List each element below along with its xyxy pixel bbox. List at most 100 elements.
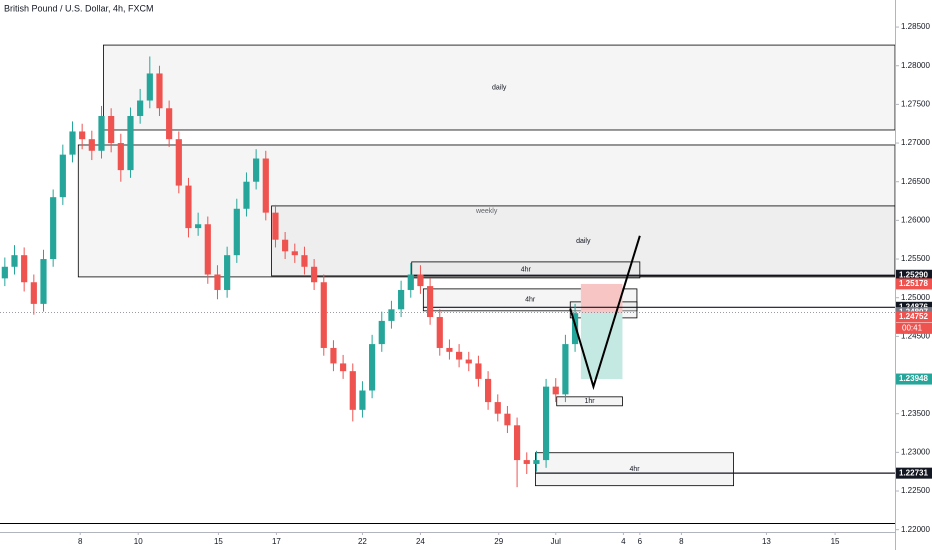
y-tick-label: 1.28500 <box>901 22 930 31</box>
x-tick-label: 8 <box>78 537 83 546</box>
price-label-bg <box>896 373 932 385</box>
candle-body <box>465 359 472 364</box>
candle-body <box>513 425 521 461</box>
candle-body <box>166 108 173 140</box>
candle-body <box>88 139 95 151</box>
candle-body <box>301 255 308 267</box>
candle-body <box>204 224 211 275</box>
price-label-bg <box>896 467 932 479</box>
candle-body <box>475 363 482 379</box>
candle-body <box>117 143 124 171</box>
countdown: 00:41 <box>902 323 923 332</box>
candle-body <box>378 320 385 345</box>
candle-body <box>485 378 492 403</box>
x-tick-label: 29 <box>494 537 503 546</box>
candle-body <box>504 413 511 426</box>
x-tick-label: 24 <box>416 537 425 546</box>
y-tick-label: 1.28000 <box>901 61 930 70</box>
candle-body <box>523 460 530 464</box>
zone-label: 4hr <box>525 297 536 304</box>
candle-body <box>311 266 318 283</box>
x-tick-label: 15 <box>214 537 223 546</box>
candle-body <box>98 115 105 151</box>
candle-body <box>562 344 569 395</box>
zone-label: daily <box>576 238 591 245</box>
candle-body <box>195 224 202 229</box>
x-tick-label: 15 <box>831 537 840 546</box>
zone <box>103 44 896 131</box>
zone-label: weekly <box>475 208 498 215</box>
candle-body <box>146 73 153 101</box>
y-tick-label: 1.23000 <box>901 447 930 456</box>
projection-line <box>569 235 641 391</box>
price-label-bg <box>896 311 932 323</box>
candle-body <box>427 286 434 318</box>
candle-body <box>30 282 37 304</box>
candle-body <box>253 158 260 182</box>
candle-body <box>175 139 182 186</box>
price-label: 1.23948 <box>899 374 928 383</box>
chart-title: British Pound / U.S. Dollar, 4h, FXCM <box>4 3 154 13</box>
x-tick-label: 8 <box>679 537 684 546</box>
y-tick-label: 1.25000 <box>901 293 930 302</box>
candle-body <box>40 259 47 304</box>
candle-body <box>243 181 250 209</box>
x-tick-label: 13 <box>762 537 771 546</box>
candle-body <box>291 251 298 256</box>
zone <box>556 396 623 407</box>
candle-body <box>388 309 395 321</box>
x-tick-label: 4 <box>621 537 626 546</box>
candle-body <box>127 115 134 171</box>
y-tick-label: 1.25500 <box>901 254 930 263</box>
candle-body <box>262 158 269 213</box>
candle-body <box>69 131 76 155</box>
y-tick-label: 1.26500 <box>901 177 930 186</box>
candle-body <box>417 274 424 287</box>
candle-body <box>224 255 231 290</box>
stop-zone <box>580 283 623 313</box>
candle-body <box>50 197 57 260</box>
y-tick-label: 1.22000 <box>901 525 930 534</box>
x-tick-label: 17 <box>272 537 281 546</box>
candle-body <box>137 100 144 116</box>
y-tick-label: 1.27500 <box>901 99 930 108</box>
candle-body <box>330 347 337 364</box>
candle-body <box>214 274 221 290</box>
price-label: 1.25178 <box>899 279 928 288</box>
candle-body <box>11 255 18 267</box>
zone <box>535 452 734 487</box>
candle-body <box>282 239 289 252</box>
price-label: 1.24876 <box>899 302 928 311</box>
zone <box>271 205 896 277</box>
price-label: 1.24752 <box>899 312 928 321</box>
candle-body <box>359 390 366 410</box>
zone-label: daily <box>492 84 507 91</box>
candle-body <box>79 131 86 140</box>
plot-area: dailyweeklydaily4hr4hr1hr1hr4hr <box>0 44 896 488</box>
candle-body <box>552 386 559 395</box>
candle-body <box>446 347 453 352</box>
candle-body <box>340 363 347 372</box>
zone-label: 4hr <box>521 267 532 274</box>
candle-body <box>571 313 579 345</box>
candle-body <box>369 344 376 391</box>
candle-body <box>156 73 163 109</box>
zone-label: 4hr <box>629 466 640 473</box>
countdown-bg <box>896 322 932 334</box>
candle-body <box>185 185 192 229</box>
x-tick-label: 22 <box>358 537 367 546</box>
y-tick-label: 1.27000 <box>901 138 930 147</box>
y-tick-label: 1.24500 <box>901 331 930 340</box>
candle-body <box>349 371 356 410</box>
candle-body <box>233 208 240 256</box>
x-tick-label: Jul <box>551 537 561 546</box>
candle-body <box>407 274 414 290</box>
zone-label: 1hr <box>585 398 596 405</box>
zone <box>411 261 641 279</box>
x-tick-label: 10 <box>134 537 143 546</box>
candle-body <box>272 212 279 240</box>
candle-body <box>21 255 28 283</box>
candle-body <box>436 317 443 348</box>
price-label-bg <box>896 269 932 281</box>
price-label-bg <box>896 278 932 290</box>
